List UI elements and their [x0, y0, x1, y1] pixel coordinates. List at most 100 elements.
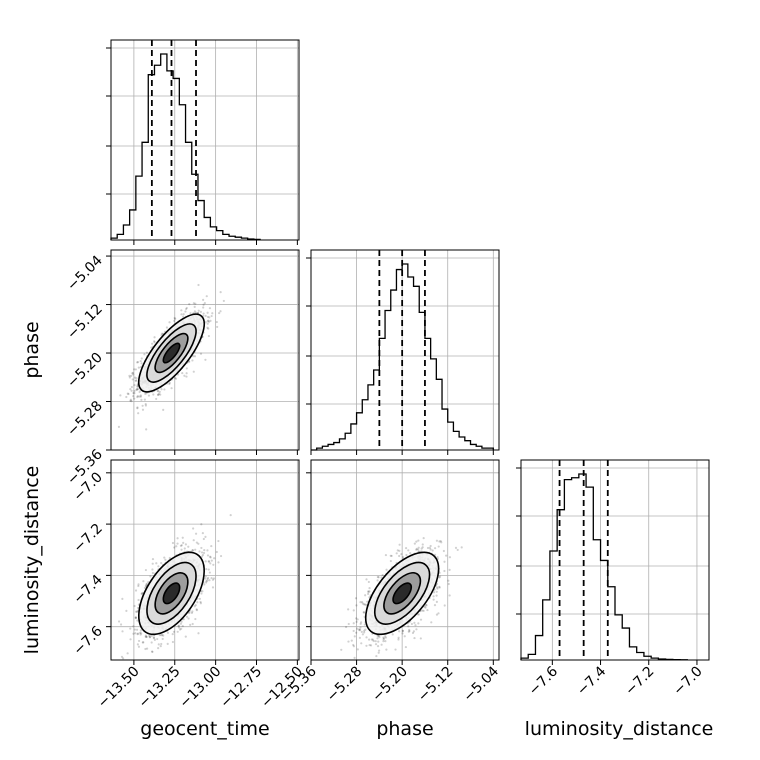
sample-point — [211, 578, 215, 581]
sample-point — [382, 638, 385, 641]
sample-point — [132, 391, 135, 395]
sample-point — [193, 305, 196, 308]
sample-point — [156, 393, 160, 396]
sample-point — [159, 645, 162, 648]
density-core — [163, 583, 180, 604]
sample-point — [206, 320, 209, 323]
sample-point — [185, 375, 188, 378]
sample-point — [201, 553, 205, 557]
sample-point — [366, 600, 369, 603]
sample-point — [219, 310, 222, 313]
sample-point — [202, 306, 205, 309]
sample-point — [352, 629, 355, 633]
sample-point — [136, 395, 139, 398]
sample-point — [385, 648, 388, 651]
sample-point — [222, 299, 225, 303]
sample-point — [210, 576, 213, 580]
sample-point — [435, 539, 439, 542]
sample-point — [136, 407, 139, 410]
sample-point — [158, 390, 161, 393]
hist-panel-geocent_time — [106, 39, 300, 245]
sample-point — [202, 298, 205, 302]
x-axis-label-geocent-time: geocent_time — [140, 718, 269, 740]
sample-point — [133, 376, 137, 379]
sample-point — [166, 642, 169, 646]
sample-point — [407, 549, 410, 552]
sample-point — [182, 541, 185, 545]
sample-point — [132, 373, 135, 376]
sample-point — [207, 568, 210, 571]
y-axis-label-phase: phase — [21, 321, 43, 378]
y-tick-label: −7.2 — [70, 521, 105, 556]
sample-point — [215, 550, 218, 554]
sample-point — [189, 623, 192, 626]
sample-point — [185, 367, 188, 370]
sample-point — [419, 637, 422, 640]
sample-point — [376, 637, 379, 640]
sample-point — [145, 351, 148, 354]
sample-point — [460, 546, 463, 549]
sample-point — [415, 540, 418, 543]
sample-point — [437, 612, 440, 615]
sample-point — [364, 603, 367, 606]
sample-point — [199, 600, 202, 604]
sample-point — [129, 388, 132, 391]
density-layer — [117, 514, 232, 660]
sample-point — [168, 382, 171, 386]
sample-point — [172, 630, 176, 633]
sample-point — [347, 640, 350, 643]
sample-point — [417, 539, 420, 542]
contour-line — [392, 582, 413, 605]
sample-point — [136, 361, 139, 364]
sample-point — [422, 609, 425, 612]
sample-point — [396, 549, 399, 552]
sample-point — [140, 357, 143, 360]
sample-point — [193, 355, 197, 358]
sample-point — [185, 372, 188, 375]
sample-point — [204, 314, 207, 317]
sample-point — [128, 376, 131, 379]
sample-point — [359, 626, 362, 629]
sample-point — [198, 550, 201, 553]
sample-point — [368, 643, 371, 647]
sample-point — [177, 624, 180, 628]
sample-point — [207, 334, 210, 338]
sample-point — [164, 558, 167, 561]
sample-point — [213, 557, 216, 560]
sample-point — [203, 301, 206, 305]
sample-point — [438, 576, 441, 579]
sample-point — [377, 576, 380, 579]
sample-point — [381, 573, 384, 577]
sample-point — [189, 312, 192, 315]
sample-point — [180, 548, 183, 551]
sample-point — [355, 604, 358, 607]
panel-frame — [110, 459, 300, 661]
sample-point — [438, 585, 441, 589]
sample-point — [398, 543, 401, 546]
sample-point — [208, 316, 211, 319]
sample-point — [158, 634, 161, 637]
sample-point — [358, 662, 360, 664]
sample-point — [204, 358, 207, 361]
sample-point — [198, 597, 201, 600]
sample-point — [135, 388, 139, 391]
sample-point — [206, 577, 209, 581]
sample-point — [137, 412, 140, 415]
sample-point — [151, 562, 154, 565]
sample-point — [181, 371, 184, 375]
sample-point — [397, 638, 400, 641]
sample-point — [197, 542, 200, 545]
sample-point — [371, 638, 374, 641]
sample-point — [141, 408, 145, 411]
sample-point — [356, 648, 359, 651]
sample-point — [195, 608, 198, 611]
sample-point — [370, 638, 373, 641]
sample-point — [132, 395, 135, 398]
sample-point — [180, 313, 183, 316]
sample-point — [417, 622, 420, 625]
sample-point — [178, 628, 182, 631]
sample-point — [138, 395, 141, 398]
sample-point — [179, 622, 183, 625]
sample-point — [136, 395, 139, 399]
sample-point — [401, 555, 405, 559]
